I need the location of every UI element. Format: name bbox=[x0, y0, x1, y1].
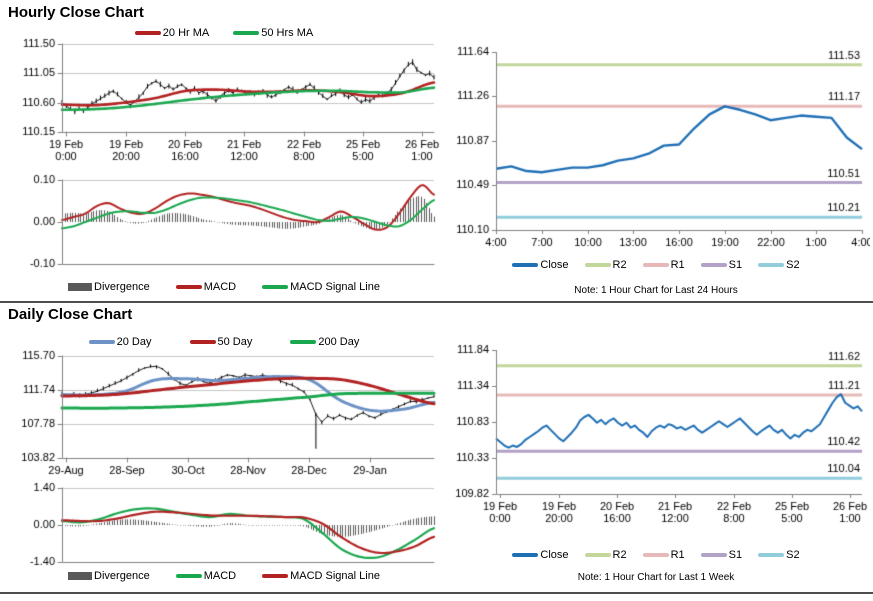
legend-item-macd-signal-line: MACD Signal Line bbox=[262, 570, 380, 582]
line-swatch-icon bbox=[642, 263, 669, 267]
legend-label: S1 bbox=[728, 259, 743, 271]
legend-item-r1: R1 bbox=[642, 549, 685, 561]
daily-section-title: Daily Close Chart bbox=[8, 306, 133, 323]
legend-label: R1 bbox=[670, 259, 685, 271]
legend-item-s2: S2 bbox=[758, 259, 800, 271]
legend-item-close: Close bbox=[512, 259, 569, 271]
line-swatch-icon bbox=[262, 574, 289, 578]
line-swatch-icon bbox=[175, 574, 202, 578]
legend-item-macd: MACD bbox=[175, 570, 237, 582]
line-swatch-icon bbox=[642, 553, 669, 557]
legend-label: S1 bbox=[728, 549, 743, 561]
line-swatch-icon bbox=[512, 553, 539, 557]
line-swatch-icon bbox=[134, 31, 161, 35]
daily-price-legend: 20 Day 50 Day 200 Day bbox=[8, 336, 440, 348]
hourly-sr-note: Note: 1 Hour Chart for Last 24 Hours bbox=[574, 285, 738, 296]
daily-sr-chart-canvas bbox=[442, 336, 870, 532]
legend-item-s2: S2 bbox=[758, 549, 800, 561]
legend-item-r2: R2 bbox=[584, 549, 627, 561]
line-swatch-icon bbox=[584, 553, 611, 557]
line-swatch-icon bbox=[189, 340, 216, 344]
legend-label: Close bbox=[540, 549, 569, 561]
line-swatch-icon bbox=[700, 553, 727, 557]
hourly-sr-legend: Close R2 R1 S1 S2 bbox=[442, 259, 870, 271]
hourly-macd-chart-canvas bbox=[8, 170, 440, 272]
legend-item-200-day: 200 Day bbox=[290, 336, 359, 348]
legend-label: MACD Signal Line bbox=[290, 281, 380, 293]
line-swatch-icon bbox=[758, 263, 785, 267]
legend-item-s1: S1 bbox=[700, 259, 743, 271]
line-swatch-icon bbox=[700, 263, 727, 267]
legend-label: R2 bbox=[612, 549, 627, 561]
legend-label: 50 Day bbox=[217, 336, 253, 348]
daily-macd-chart-canvas bbox=[8, 478, 440, 570]
legend-item-divergence: Divergence bbox=[68, 570, 150, 582]
hourly-macd-legend: Divergence MACD MACD Signal Line bbox=[8, 281, 440, 293]
legend-item-macd-signal-line: MACD Signal Line bbox=[262, 281, 380, 293]
hourly-sr-chart-canvas bbox=[442, 38, 870, 256]
legend-label: 200 Day bbox=[318, 336, 360, 348]
daily-macd-legend: Divergence MACD MACD Signal Line bbox=[8, 570, 440, 582]
legend-item-macd: MACD bbox=[175, 281, 237, 293]
legend-label: Close bbox=[540, 259, 569, 271]
legend-label: S2 bbox=[786, 259, 800, 271]
legend-label: MACD bbox=[203, 281, 237, 293]
legend-item-close: Close bbox=[512, 549, 569, 561]
legend-item-r1: R1 bbox=[642, 259, 685, 271]
hourly-section-title: Hourly Close Chart bbox=[8, 4, 144, 21]
legend-item-r2: R2 bbox=[584, 259, 627, 271]
legend-label: MACD bbox=[203, 570, 237, 582]
line-swatch-icon bbox=[233, 31, 260, 35]
legend-item-s1: S1 bbox=[700, 549, 743, 561]
hourly-price-chart-canvas bbox=[8, 36, 440, 168]
bottom-divider bbox=[0, 592, 873, 594]
line-swatch-icon bbox=[758, 553, 785, 557]
line-swatch-icon bbox=[584, 263, 611, 267]
legend-label: Divergence bbox=[94, 570, 150, 582]
legend-label: MACD Signal Line bbox=[290, 570, 380, 582]
line-swatch-icon bbox=[512, 263, 539, 267]
daily-sr-note: Note: 1 Hour Chart for Last 1 Week bbox=[577, 572, 735, 583]
bar-swatch-icon bbox=[68, 572, 93, 580]
legend-label: R1 bbox=[670, 549, 685, 561]
legend-item-50-day: 50 Day bbox=[189, 336, 253, 348]
legend-item-divergence: Divergence bbox=[68, 281, 150, 293]
legend-label: R2 bbox=[612, 259, 627, 271]
legend-label: 20 Day bbox=[116, 336, 152, 348]
line-swatch-icon bbox=[88, 340, 115, 344]
daily-price-chart-canvas bbox=[8, 348, 440, 478]
section-divider bbox=[0, 301, 873, 303]
bar-swatch-icon bbox=[68, 283, 93, 291]
line-swatch-icon bbox=[290, 340, 317, 344]
daily-sr-legend: Close R2 R1 S1 S2 bbox=[442, 549, 870, 561]
line-swatch-icon bbox=[262, 285, 289, 289]
line-swatch-icon bbox=[175, 285, 202, 289]
legend-item-20-day: 20 Day bbox=[88, 336, 152, 348]
legend-label: Divergence bbox=[94, 281, 150, 293]
legend-label: S2 bbox=[786, 549, 800, 561]
